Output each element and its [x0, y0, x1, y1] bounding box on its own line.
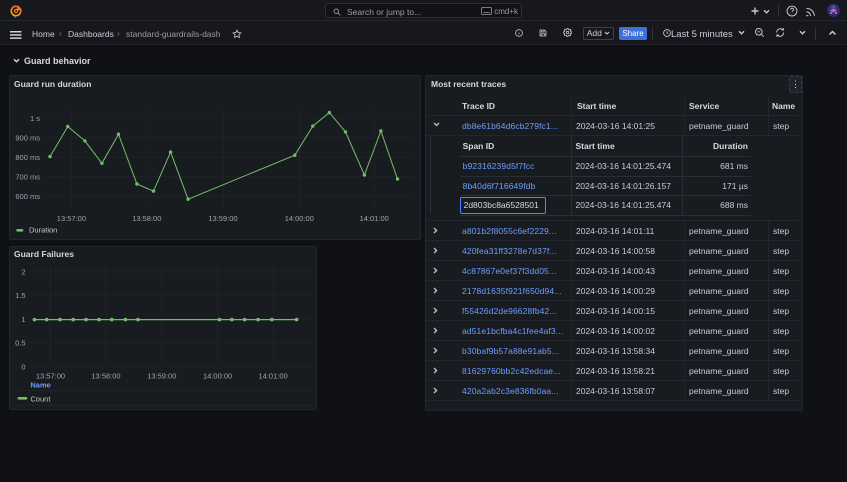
svg-text:14:00:00: 14:00:00 — [285, 214, 314, 223]
svg-text:700 ms: 700 ms — [15, 173, 40, 182]
svg-text:0.5: 0.5 — [15, 338, 25, 347]
svg-text:14:00:00: 14:00:00 — [203, 372, 232, 381]
svg-text:1.5: 1.5 — [15, 291, 25, 300]
svg-text:13:57:00: 13:57:00 — [36, 372, 65, 381]
svg-text:600 ms: 600 ms — [15, 192, 40, 201]
svg-text:13:58:00: 13:58:00 — [132, 214, 161, 223]
svg-text:13:57:00: 13:57:00 — [57, 214, 86, 223]
svg-text:14:01:00: 14:01:00 — [258, 372, 287, 381]
svg-text:14:01:00: 14:01:00 — [360, 214, 389, 223]
svg-text:13:59:00: 13:59:00 — [208, 214, 237, 223]
svg-text:Name: Name — [30, 381, 50, 390]
svg-text:13:58:00: 13:58:00 — [91, 372, 120, 381]
svg-text:13:59:00: 13:59:00 — [147, 372, 176, 381]
svg-text:900 ms: 900 ms — [15, 134, 40, 143]
svg-text:Count: Count — [30, 395, 51, 404]
svg-text:800 ms: 800 ms — [15, 153, 40, 162]
svg-text:Duration: Duration — [29, 226, 57, 235]
svg-text:0: 0 — [21, 363, 25, 372]
svg-text:2: 2 — [21, 268, 25, 277]
svg-text:1 s: 1 s — [30, 114, 40, 123]
svg-text:1: 1 — [21, 315, 25, 324]
